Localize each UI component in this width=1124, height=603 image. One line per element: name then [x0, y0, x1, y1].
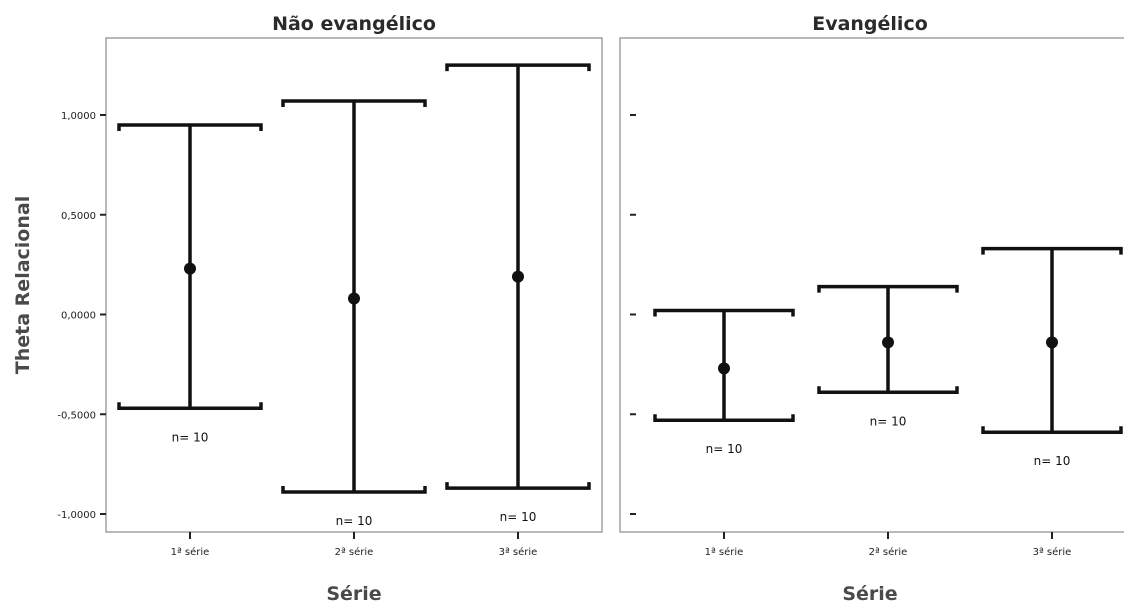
error-bar-upper-cap	[817, 284, 959, 293]
panel-title: Não evangélico	[272, 13, 436, 35]
n-label: n= 10	[172, 430, 209, 444]
plot-area: n= 10 n= 10 n= 10	[653, 246, 1123, 468]
mean-point	[1046, 336, 1058, 349]
x-tick-label: 3ª série	[499, 546, 538, 558]
error-bar-upper-cap	[653, 308, 795, 317]
error-bar-lower-cap	[817, 386, 959, 395]
panel-nao-evangelico: Não evangélico Série 1,0000 0,5000 0,0000 -…	[57, 13, 603, 603]
y-axis-title: Theta Relacional	[12, 196, 34, 374]
mean-point	[184, 262, 196, 275]
x-tick-label: 2ª série	[335, 546, 374, 558]
x-tick-label: 1ª série	[171, 546, 210, 558]
n-label: n= 10	[1034, 454, 1071, 468]
x-tick-label: 3ª série	[1033, 546, 1072, 558]
panel-frame	[619, 37, 1124, 533]
panel-evangelico: Evangélico Série 1ª série 2ª série 3ª séri…	[619, 13, 1124, 603]
error-bar-lower-cap	[117, 402, 263, 411]
panel-title: Evangélico	[812, 13, 928, 35]
mean-point	[348, 292, 360, 305]
y-axis	[630, 114, 636, 515]
error-bar-upper-cap	[117, 123, 263, 131]
y-tick-label: -1,0000	[57, 510, 96, 521]
mean-point	[882, 336, 894, 349]
x-tick-label: 2ª série	[869, 546, 908, 558]
y-axis: 1,0000 0,5000 0,0000 -0,5000 -1,0000	[57, 111, 106, 521]
n-label: n= 10	[336, 514, 373, 528]
mean-point	[718, 362, 730, 375]
x-axis: 1ª série 2ª série 3ª série	[705, 532, 1072, 558]
x-axis-title: Série	[842, 583, 897, 603]
mean-point	[512, 270, 524, 283]
n-label: n= 10	[706, 442, 743, 456]
error-bar-lower-cap	[281, 486, 427, 494]
x-tick-label: 1ª série	[705, 546, 744, 558]
error-bar-lower-cap	[653, 414, 795, 422]
n-label: n= 10	[500, 510, 537, 524]
y-tick-label: -0,5000	[57, 410, 96, 421]
plot-area: n= 10 n= 10 n= 10	[117, 63, 591, 528]
y-tick-label: 0,0000	[61, 311, 96, 322]
x-axis-title: Série	[326, 583, 381, 603]
error-bar-lower-cap	[981, 426, 1123, 434]
x-axis: 1ª série 2ª série 3ª série	[171, 532, 538, 558]
error-bar-upper-cap	[281, 99, 427, 108]
error-bar-upper-cap	[981, 246, 1123, 255]
n-label: n= 10	[870, 414, 907, 428]
y-tick-label: 0,5000	[61, 211, 96, 222]
error-bar-lower-cap	[445, 482, 591, 490]
error-bar-upper-cap	[445, 63, 591, 72]
y-tick-label: 1,0000	[61, 111, 96, 122]
